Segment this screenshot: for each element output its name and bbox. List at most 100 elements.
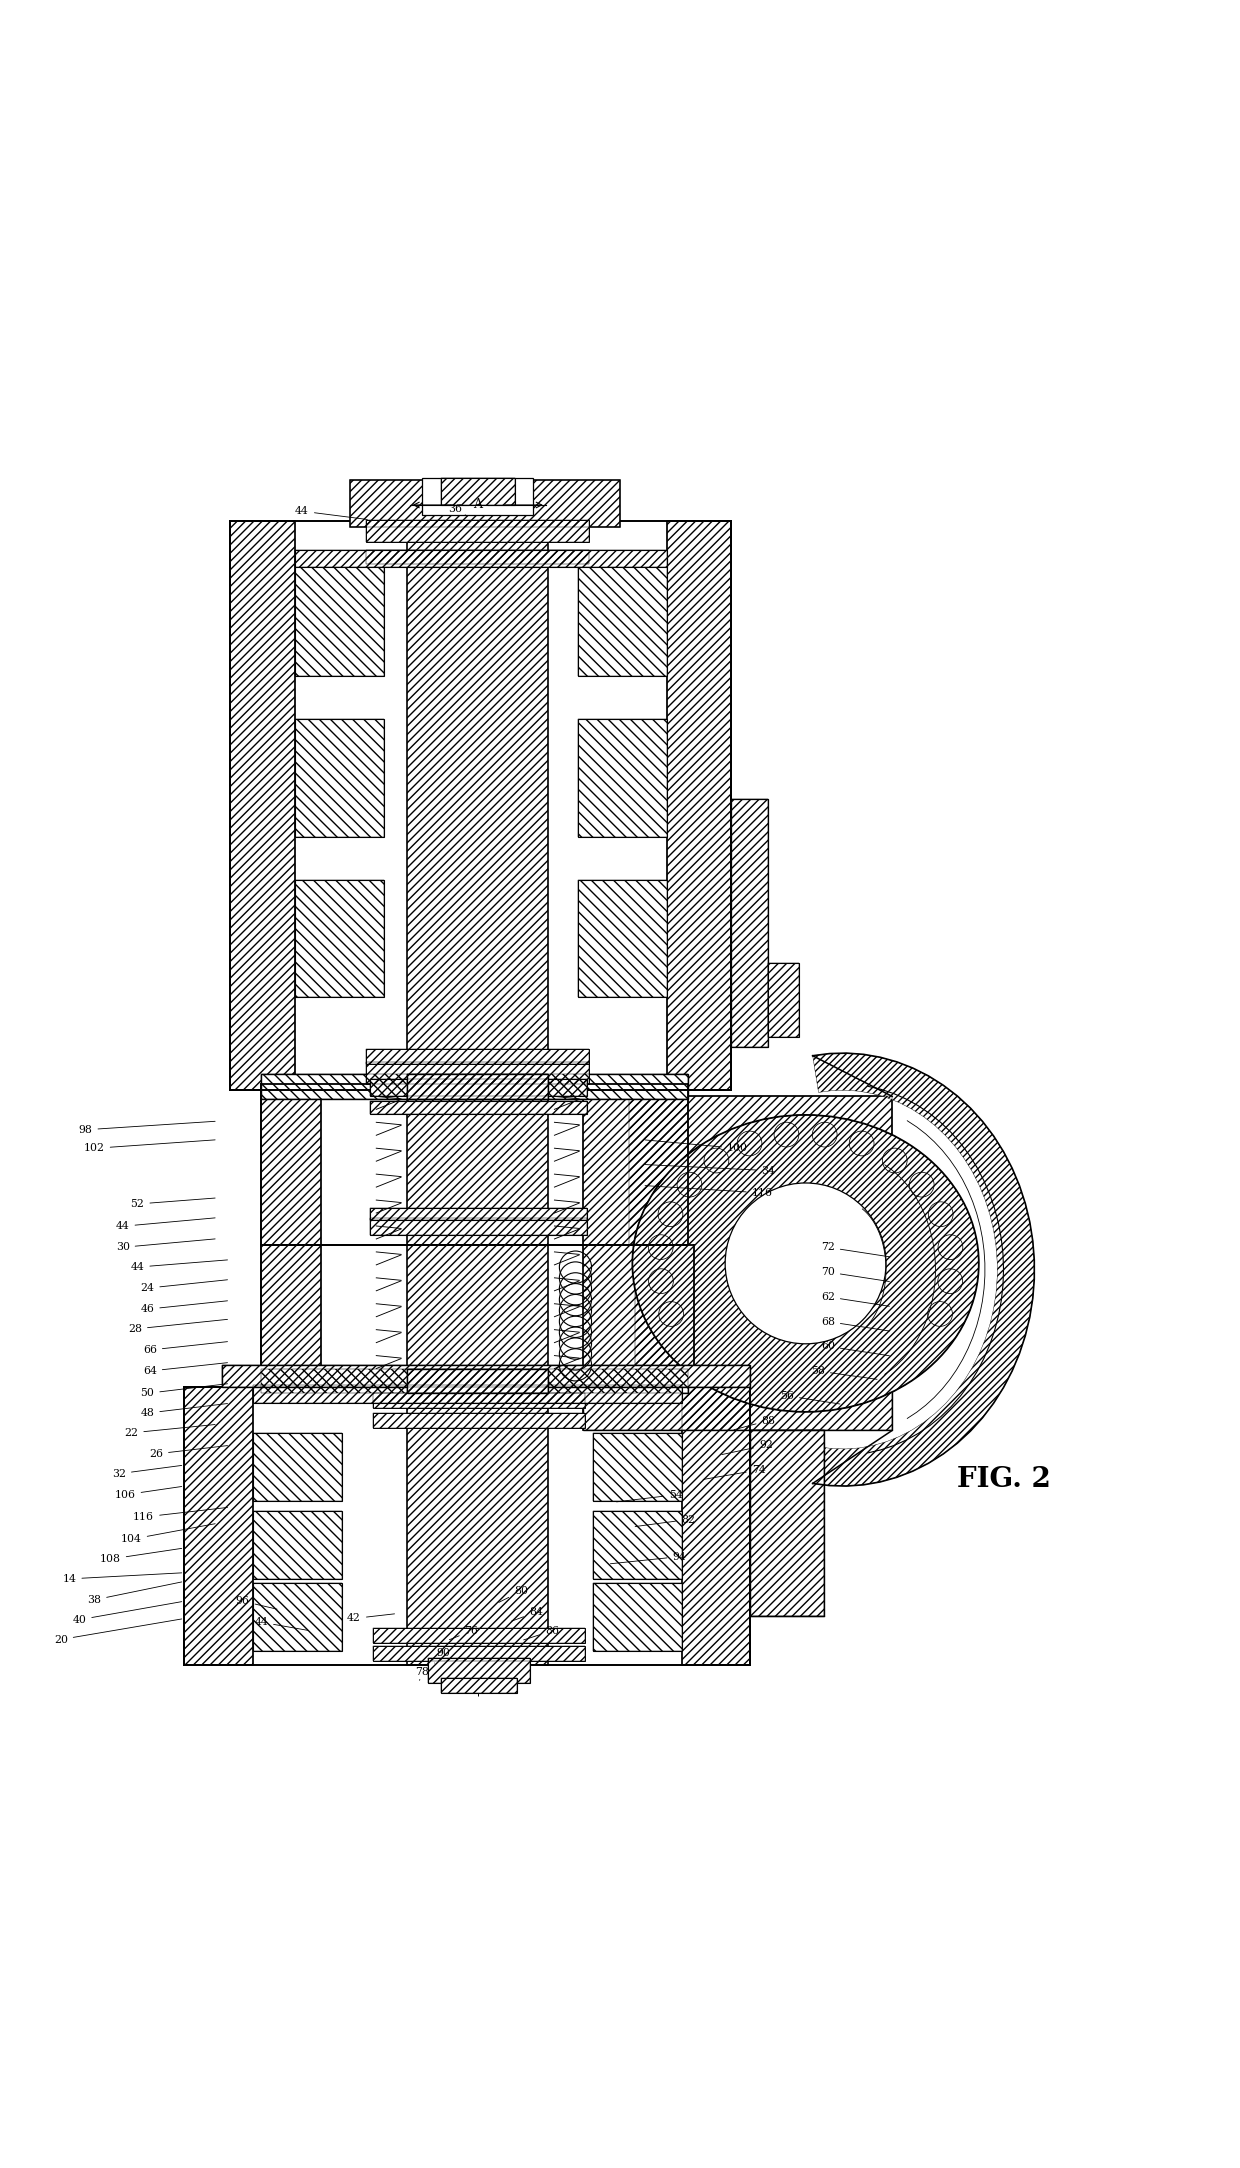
Bar: [295, 549, 667, 566]
Bar: [407, 1073, 548, 1099]
Text: 58: 58: [811, 1366, 877, 1379]
Bar: [593, 1433, 682, 1500]
Bar: [366, 520, 589, 542]
Bar: [185, 1388, 253, 1665]
Bar: [578, 720, 667, 837]
Bar: [253, 1511, 342, 1578]
Text: 70: 70: [821, 1266, 889, 1281]
Bar: [370, 1101, 587, 1114]
Bar: [366, 549, 589, 564]
Bar: [372, 1646, 585, 1661]
Bar: [578, 557, 667, 676]
Bar: [262, 1244, 321, 1388]
Bar: [440, 1678, 517, 1693]
Bar: [578, 880, 667, 997]
Text: 66: 66: [143, 1342, 227, 1355]
Bar: [667, 520, 732, 1091]
Text: 46: 46: [140, 1301, 227, 1314]
Bar: [262, 1084, 321, 1244]
Text: 76: 76: [449, 1626, 479, 1639]
Bar: [629, 1084, 688, 1244]
Bar: [593, 1433, 682, 1500]
Polygon shape: [583, 1375, 893, 1431]
Text: 80: 80: [498, 1587, 528, 1602]
Text: 104: 104: [120, 1524, 216, 1544]
Bar: [366, 1049, 589, 1064]
Bar: [682, 1388, 750, 1665]
Text: 92: 92: [722, 1440, 773, 1455]
Bar: [440, 477, 515, 505]
Bar: [350, 481, 620, 527]
Text: 14: 14: [62, 1572, 182, 1585]
Text: 88: 88: [734, 1416, 775, 1429]
Text: 30: 30: [115, 1238, 215, 1253]
Text: 44: 44: [130, 1260, 227, 1273]
Bar: [262, 1368, 688, 1394]
Bar: [407, 1368, 548, 1394]
Bar: [222, 1366, 750, 1388]
Text: 90: 90: [434, 1648, 450, 1663]
Text: 52: 52: [130, 1199, 215, 1210]
Bar: [262, 1073, 688, 1099]
Bar: [185, 1388, 253, 1665]
Bar: [583, 1097, 893, 1431]
Bar: [366, 1062, 589, 1084]
Bar: [407, 1084, 548, 1244]
Bar: [370, 1218, 587, 1236]
Bar: [350, 481, 620, 527]
Bar: [407, 1084, 548, 1244]
Text: 102: 102: [83, 1140, 215, 1153]
Bar: [372, 1414, 585, 1429]
Text: 62: 62: [821, 1292, 889, 1307]
Text: 44: 44: [115, 1218, 215, 1231]
Text: 82: 82: [635, 1515, 696, 1526]
Bar: [262, 1073, 688, 1099]
Text: 68: 68: [821, 1316, 889, 1331]
Text: 40: 40: [72, 1602, 182, 1624]
Bar: [407, 520, 548, 1091]
Bar: [295, 720, 383, 837]
Text: 64: 64: [143, 1364, 227, 1377]
Text: 22: 22: [124, 1424, 216, 1437]
Text: 24: 24: [140, 1279, 227, 1292]
Bar: [372, 1414, 585, 1429]
Text: 60: 60: [821, 1342, 889, 1355]
Bar: [253, 1433, 342, 1500]
Bar: [635, 1244, 694, 1388]
Text: 26: 26: [149, 1446, 227, 1459]
Text: 54: 54: [616, 1489, 682, 1502]
Bar: [370, 1080, 587, 1097]
Bar: [253, 1583, 342, 1650]
Bar: [370, 1080, 587, 1097]
Bar: [231, 520, 295, 1091]
Bar: [750, 1431, 825, 1615]
Text: 96: 96: [236, 1596, 277, 1609]
Bar: [578, 880, 667, 997]
Bar: [407, 1388, 548, 1665]
Bar: [407, 1368, 548, 1394]
Bar: [593, 1583, 682, 1650]
Text: 56: 56: [780, 1392, 839, 1405]
Bar: [593, 1511, 682, 1578]
Bar: [428, 1659, 529, 1682]
Bar: [372, 1394, 585, 1409]
Circle shape: [725, 1184, 887, 1344]
Text: 116: 116: [645, 1186, 773, 1199]
Text: 72: 72: [821, 1242, 889, 1257]
Bar: [372, 1628, 585, 1643]
Text: A: A: [474, 499, 482, 512]
Text: 78: 78: [415, 1667, 429, 1680]
Text: 28: 28: [128, 1320, 227, 1333]
Bar: [295, 557, 383, 676]
Text: 116: 116: [133, 1507, 227, 1522]
Bar: [407, 1244, 548, 1388]
Text: 32: 32: [112, 1466, 182, 1479]
Ellipse shape: [632, 1114, 978, 1411]
Text: 50: 50: [140, 1383, 227, 1398]
Bar: [295, 720, 383, 837]
Bar: [440, 477, 515, 505]
Bar: [422, 477, 533, 514]
Bar: [593, 1511, 682, 1578]
Text: 36: 36: [449, 503, 465, 514]
Text: 108: 108: [99, 1548, 182, 1563]
